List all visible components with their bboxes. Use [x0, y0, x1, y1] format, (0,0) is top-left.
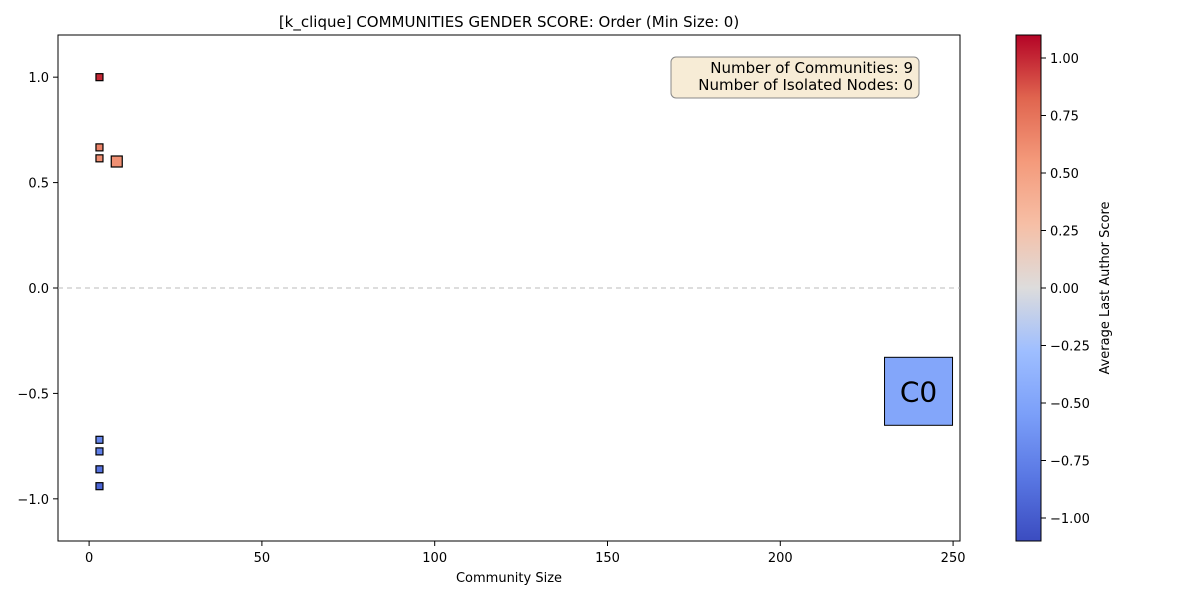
data-point [95, 447, 104, 456]
data-point [95, 465, 104, 474]
community-c0-box [884, 356, 954, 426]
colorbar-tick-label: −0.50 [1050, 397, 1090, 412]
y-axis: −1.0 −0.5 0.0 0.5 1.0 [17, 71, 58, 508]
x-axis-label: Community Size [456, 571, 562, 586]
y-tick-label: 0.0 [28, 282, 49, 297]
colorbar-tick-label: 0.00 [1050, 282, 1079, 297]
colorbar-label: Average Last Author Score [1098, 201, 1113, 374]
y-tick-label: 1.0 [28, 71, 49, 86]
info-isolated-nodes-text: Number of Isolated Nodes: 0 [698, 76, 913, 94]
data-point [95, 482, 104, 491]
x-tick-label: 0 [85, 551, 93, 566]
x-axis: 0 50 100 150 200 250 [85, 541, 966, 566]
colorbar-tick-label: −0.75 [1050, 455, 1090, 470]
colorbar-tick-label: 0.25 [1050, 225, 1079, 240]
data-point [95, 73, 104, 82]
x-tick-label: 100 [422, 551, 447, 566]
info-communities-text: Number of Communities: 9 [710, 59, 913, 77]
y-tick-label: −0.5 [17, 387, 49, 402]
plot-area: C0 Number of Communities: 9 Number of Is… [57, 34, 961, 542]
data-points [95, 73, 123, 491]
x-tick-label: 150 [595, 551, 620, 566]
y-tick-label: 0.5 [28, 177, 49, 192]
data-point [95, 154, 104, 163]
colorbar-ticks: 1.00 0.75 0.50 0.25 0.00 −0.25 −0.50 −0.75 −1.00 [1041, 52, 1090, 527]
community-c0-label: C0 [900, 375, 937, 408]
data-point [110, 155, 123, 168]
community-c0-marker: C0 [884, 356, 954, 426]
colorbar-gradient [1015, 34, 1042, 542]
colorbar-tick-label: 1.00 [1050, 52, 1079, 67]
chart-title: [k_clique] COMMUNITIES GENDER SCORE: Ord… [279, 13, 739, 32]
colorbar-tick-label: 0.75 [1050, 110, 1079, 125]
data-point [95, 435, 104, 444]
colorbar-tick-label: 0.50 [1050, 167, 1079, 182]
x-tick-label: 250 [941, 551, 966, 566]
y-tick-label: −1.0 [17, 493, 49, 508]
info-box-background [670, 56, 920, 99]
x-tick-label: 200 [768, 551, 793, 566]
data-point [95, 143, 104, 152]
colorbar-tick-label: −0.25 [1050, 340, 1090, 355]
x-tick-label: 50 [254, 551, 271, 566]
info-box: Number of Communities: 9 Number of Isola… [670, 56, 920, 99]
colorbar: 1.00 0.75 0.50 0.25 0.00 −0.25 −0.50 −0.75 −1.00… [1015, 34, 1113, 542]
colorbar-tick-label: −1.00 [1050, 512, 1090, 527]
